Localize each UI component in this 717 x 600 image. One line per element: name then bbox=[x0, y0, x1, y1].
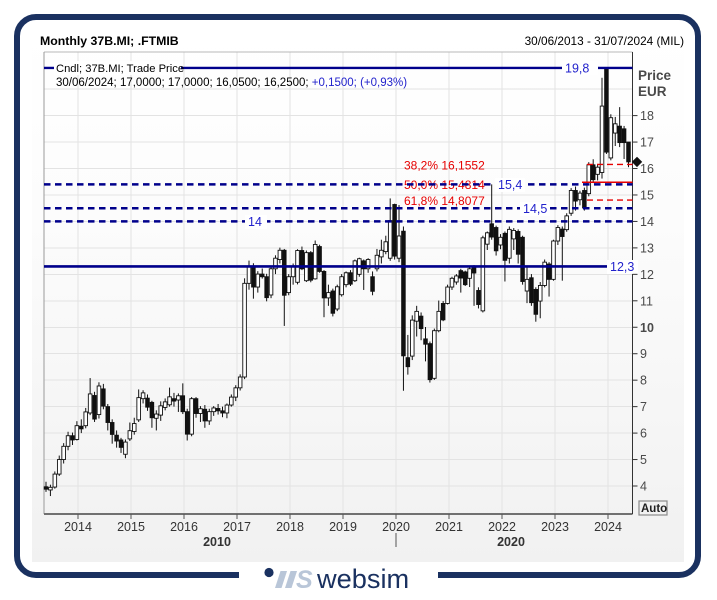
svg-text:14,5: 14,5 bbox=[523, 202, 547, 216]
svg-text:websim: websim bbox=[316, 563, 409, 594]
svg-text:15: 15 bbox=[640, 188, 654, 202]
svg-text:2019: 2019 bbox=[329, 520, 357, 534]
svg-text:S: S bbox=[296, 566, 313, 594]
svg-text:5: 5 bbox=[640, 453, 647, 467]
svg-text:Monthly 37B.MI; .FTMIB: Monthly 37B.MI; .FTMIB bbox=[40, 34, 179, 48]
svg-text:4: 4 bbox=[640, 480, 647, 494]
svg-text:61,8% 14,8077: 61,8% 14,8077 bbox=[404, 194, 485, 208]
svg-text:Cndl; 37B.MI; Trade Price: Cndl; 37B.MI; Trade Price bbox=[56, 63, 184, 75]
svg-text:Auto: Auto bbox=[641, 503, 667, 515]
svg-text:38,2% 16,1552: 38,2% 16,1552 bbox=[404, 159, 485, 173]
svg-text:2010: 2010 bbox=[203, 535, 231, 549]
svg-text:6: 6 bbox=[640, 427, 647, 441]
svg-text:2015: 2015 bbox=[117, 520, 145, 534]
svg-text:2022: 2022 bbox=[488, 520, 516, 534]
svg-text:18: 18 bbox=[640, 109, 654, 123]
svg-text:2018: 2018 bbox=[276, 520, 304, 534]
svg-text:2024: 2024 bbox=[594, 520, 622, 534]
svg-text:7: 7 bbox=[640, 400, 647, 414]
svg-text:2020: 2020 bbox=[497, 535, 525, 549]
svg-text:17: 17 bbox=[640, 136, 654, 150]
svg-text:2023: 2023 bbox=[541, 520, 569, 534]
svg-text:11: 11 bbox=[640, 294, 653, 308]
svg-text:2020: 2020 bbox=[382, 520, 410, 534]
svg-text:8: 8 bbox=[640, 374, 647, 388]
svg-text:13: 13 bbox=[640, 241, 654, 255]
svg-text:2017: 2017 bbox=[223, 520, 251, 534]
svg-text:30/06/2013 - 31/07/2024 (MIL): 30/06/2013 - 31/07/2024 (MIL) bbox=[525, 34, 684, 48]
svg-text:14: 14 bbox=[248, 215, 262, 229]
svg-text:19,8: 19,8 bbox=[565, 62, 589, 76]
svg-text:2014: 2014 bbox=[64, 520, 92, 534]
svg-text:Price: Price bbox=[638, 68, 672, 83]
svg-text:EUR: EUR bbox=[638, 84, 667, 99]
svg-text:16: 16 bbox=[640, 162, 654, 176]
svg-text:30/06/2024; 17,0000; 17,0000;: 30/06/2024; 17,0000; 17,0000; 16,0500; 1… bbox=[56, 77, 407, 89]
svg-text:2021: 2021 bbox=[435, 520, 463, 534]
svg-text:14: 14 bbox=[640, 215, 654, 229]
svg-text:9: 9 bbox=[640, 347, 647, 361]
svg-text:12: 12 bbox=[640, 268, 654, 282]
svg-text:2016: 2016 bbox=[170, 520, 198, 534]
svg-text:15,4: 15,4 bbox=[498, 178, 522, 192]
svg-text:10: 10 bbox=[640, 321, 654, 335]
svg-text:12,3: 12,3 bbox=[610, 260, 634, 274]
